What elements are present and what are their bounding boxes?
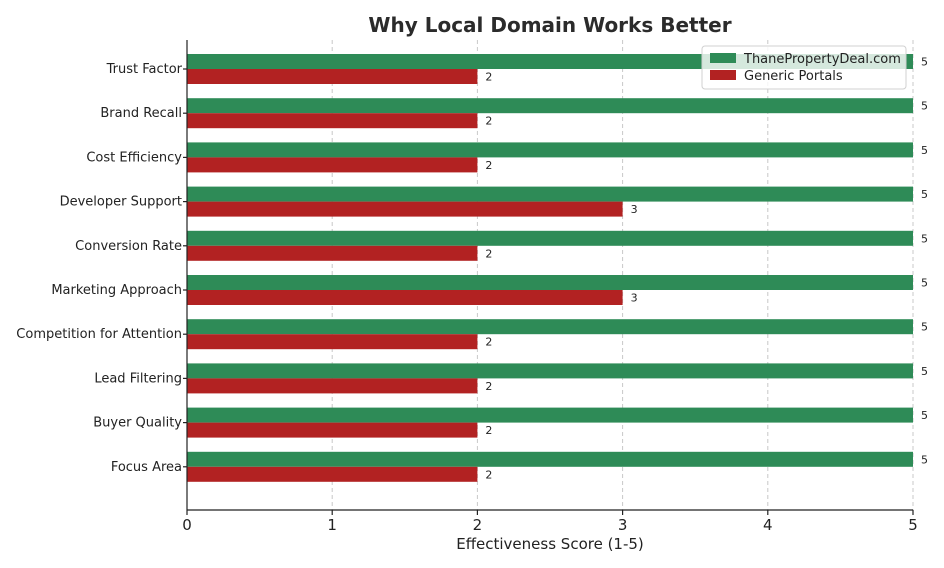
category-label-marketing-approach: Marketing Approach bbox=[51, 283, 182, 298]
bar-generic-portals-focus-area bbox=[187, 466, 478, 482]
x-tick-label-5: 5 bbox=[908, 516, 918, 534]
category-label-buyer-quality: Buyer Quality bbox=[93, 416, 182, 431]
value-label-generic-portals-lead-filtering: 2 bbox=[485, 380, 492, 393]
bar-generic-portals-buyer-quality bbox=[187, 422, 478, 438]
value-label-generic-portals-developer-support: 3 bbox=[631, 203, 638, 216]
value-label-generic-portals-marketing-approach: 3 bbox=[631, 292, 638, 305]
value-label-generic-portals-buyer-quality: 2 bbox=[485, 424, 492, 437]
value-label-thanepropertydeal-com-developer-support: 5 bbox=[921, 188, 928, 201]
value-label-thanepropertydeal-com-cost-efficiency: 5 bbox=[921, 144, 928, 157]
value-label-generic-portals-trust-factor: 2 bbox=[485, 71, 492, 84]
bar-thanepropertydeal-com-developer-support bbox=[187, 186, 913, 202]
category-label-developer-support: Developer Support bbox=[60, 195, 182, 210]
value-label-thanepropertydeal-com-marketing-approach: 5 bbox=[921, 277, 928, 290]
category-label-cost-efficiency: Cost Efficiency bbox=[86, 150, 182, 165]
x-tick-label-4: 4 bbox=[763, 516, 773, 534]
x-axis-label: Effectiveness Score (1-5) bbox=[456, 535, 644, 553]
category-label-lead-filtering: Lead Filtering bbox=[94, 371, 182, 386]
bar-thanepropertydeal-com-cost-efficiency bbox=[187, 142, 913, 158]
x-tick-label-3: 3 bbox=[618, 516, 628, 534]
bar-generic-portals-cost-efficiency bbox=[187, 157, 478, 173]
axis-layer: 0 1 2 3 4 5 Trust Factor Brand Recall Cost Effic… bbox=[16, 40, 918, 534]
legend: ThanePropertyDeal.com Generic Portals bbox=[701, 45, 907, 90]
bar-generic-portals-competition-for-attention bbox=[187, 334, 478, 350]
bar-generic-portals-brand-recall bbox=[187, 113, 478, 129]
value-label-thanepropertydeal-com-lead-filtering: 5 bbox=[921, 365, 928, 378]
legend-label-thanepropertydeal-com: ThanePropertyDeal.com bbox=[743, 52, 901, 67]
bar-thanepropertydeal-com-brand-recall bbox=[187, 98, 913, 114]
value-label-thanepropertydeal-com-trust-factor: 5 bbox=[921, 56, 928, 69]
value-label-thanepropertydeal-com-focus-area: 5 bbox=[921, 453, 928, 466]
legend-box bbox=[701, 45, 907, 90]
bar-generic-portals-conversion-rate bbox=[187, 245, 478, 261]
x-tick-label-2: 2 bbox=[473, 516, 483, 534]
value-label-thanepropertydeal-com-competition-for-attention: 5 bbox=[921, 321, 928, 334]
legend-label-generic-portals: Generic Portals bbox=[744, 69, 843, 84]
bar-thanepropertydeal-com-focus-area bbox=[187, 451, 913, 467]
bar-generic-portals-lead-filtering bbox=[187, 378, 478, 394]
bar-generic-portals-marketing-approach bbox=[187, 290, 623, 305]
bar-thanepropertydeal-com-marketing-approach bbox=[187, 275, 913, 290]
x-tick-label-0: 0 bbox=[182, 516, 192, 534]
category-label-focus-area: Focus Area bbox=[111, 460, 182, 475]
bar-generic-portals-trust-factor bbox=[187, 69, 478, 84]
category-label-trust-factor: Trust Factor bbox=[106, 62, 183, 77]
value-label-thanepropertydeal-com-buyer-quality: 5 bbox=[921, 409, 928, 422]
bar-generic-portals-developer-support bbox=[187, 201, 623, 217]
category-label-competition-for-attention: Competition for Attention bbox=[16, 327, 182, 342]
x-tick-label-1: 1 bbox=[327, 516, 337, 534]
value-label-generic-portals-competition-for-attention: 2 bbox=[485, 336, 492, 349]
value-label-generic-portals-cost-efficiency: 2 bbox=[485, 159, 492, 172]
legend-swatch-generic-portals bbox=[710, 70, 736, 80]
bar-thanepropertydeal-com-conversion-rate bbox=[187, 230, 913, 246]
legend-swatch-thanepropertydeal-com bbox=[710, 53, 736, 63]
value-label-thanepropertydeal-com-brand-recall: 5 bbox=[921, 100, 928, 113]
bars-layer: 5 2 5 2 5 2 5 3 5 2 5 3 5 2 5 2 5 2 5 2 bbox=[187, 54, 928, 482]
chart-title: Why Local Domain Works Better bbox=[368, 13, 731, 37]
value-label-generic-portals-brand-recall: 2 bbox=[485, 115, 492, 128]
bar-thanepropertydeal-com-competition-for-attention bbox=[187, 319, 913, 335]
bar-thanepropertydeal-com-lead-filtering bbox=[187, 363, 913, 379]
category-label-brand-recall: Brand Recall bbox=[100, 106, 182, 121]
value-label-generic-portals-focus-area: 2 bbox=[485, 468, 492, 481]
value-label-thanepropertydeal-com-conversion-rate: 5 bbox=[921, 232, 928, 245]
value-label-generic-portals-conversion-rate: 2 bbox=[485, 247, 492, 260]
bar-thanepropertydeal-com-buyer-quality bbox=[187, 407, 913, 423]
category-label-conversion-rate: Conversion Rate bbox=[75, 239, 182, 254]
